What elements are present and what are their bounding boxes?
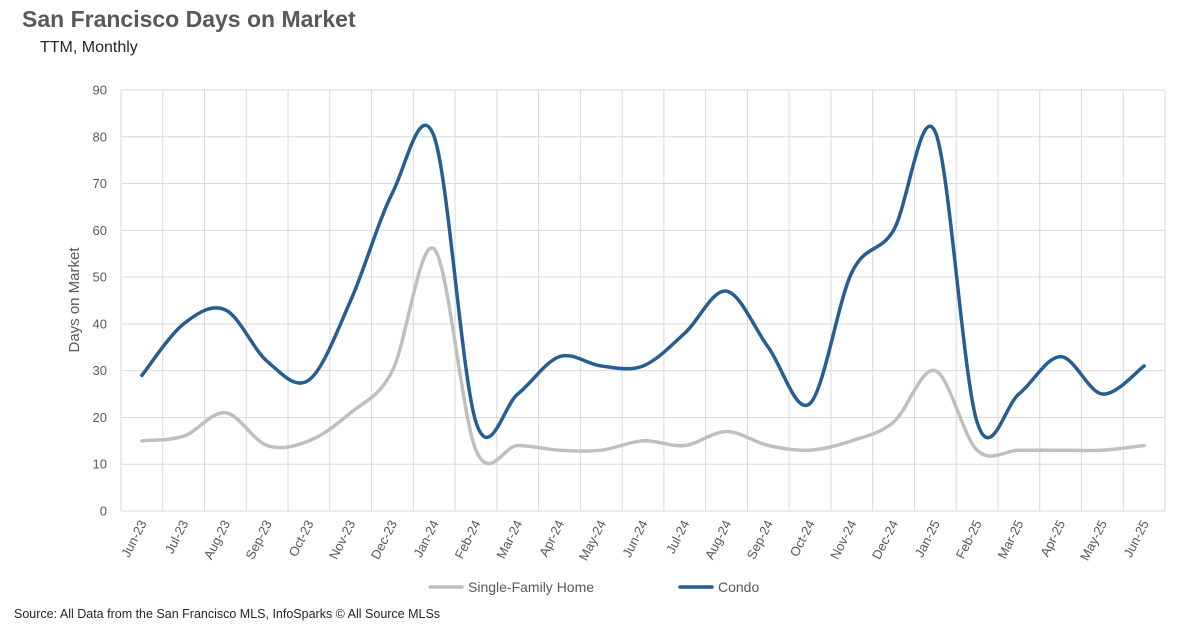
x-tick-label: Oct-24 bbox=[787, 518, 818, 560]
x-tick-label: May-24 bbox=[576, 518, 609, 563]
x-tick-label: Apr-24 bbox=[536, 518, 567, 560]
x-tick-label: Apr-25 bbox=[1037, 518, 1068, 560]
x-tick-label: Sep-24 bbox=[744, 518, 776, 562]
x-tick-label: Jun-25 bbox=[1120, 518, 1151, 560]
legend-label: Single-Family Home bbox=[468, 579, 594, 595]
y-tick-label: 30 bbox=[93, 363, 107, 378]
chart-subtitle: TTM, Monthly bbox=[40, 39, 138, 56]
y-axis-title: Days on Market bbox=[66, 247, 83, 353]
series-line-single-family-home bbox=[140, 246, 1146, 466]
x-tick-label: Jan-25 bbox=[912, 518, 943, 560]
x-tick-label: Feb-24 bbox=[452, 518, 484, 562]
y-tick-label: 60 bbox=[93, 223, 107, 238]
x-tick-label: Jan-24 bbox=[410, 518, 441, 560]
x-tick-label: Dec-23 bbox=[368, 518, 400, 562]
x-tick-label: Jul-24 bbox=[663, 518, 692, 556]
line-chart: 0 10 20 30 40 50 60 70 80 90 Jun-23 Jul-23 Aug-23 Se… bbox=[66, 83, 1166, 595]
series-lines bbox=[140, 123, 1146, 466]
x-tick-label: Mar-25 bbox=[994, 518, 1026, 562]
x-tick-label: Feb-25 bbox=[953, 518, 985, 562]
x-tick-label: Dec-24 bbox=[869, 518, 901, 562]
y-tick-label: 40 bbox=[93, 316, 107, 331]
x-tick-label: Jun-23 bbox=[118, 518, 149, 560]
gridlines bbox=[120, 89, 1166, 512]
y-tick-label: 10 bbox=[93, 457, 107, 472]
series-line-condo bbox=[140, 123, 1146, 440]
y-tick-label: 80 bbox=[93, 129, 107, 144]
x-axis-ticks: Jun-23 Jul-23 Aug-23 Sep-23 Oct-23 Nov-23 Dec-… bbox=[118, 518, 1152, 563]
legend-label: Condo bbox=[718, 579, 759, 595]
x-tick-label: Oct-23 bbox=[286, 518, 317, 560]
x-tick-label: May-25 bbox=[1077, 518, 1110, 563]
y-tick-label: 90 bbox=[93, 83, 107, 98]
y-tick-label: 70 bbox=[93, 176, 107, 191]
y-tick-label: 20 bbox=[93, 410, 107, 425]
y-tick-label: 0 bbox=[100, 504, 107, 519]
x-tick-label: Jul-23 bbox=[162, 518, 191, 556]
chart-title: San Francisco Days on Market bbox=[22, 6, 356, 32]
y-axis-ticks: 0 10 20 30 40 50 60 70 80 90 bbox=[93, 83, 107, 519]
x-tick-label: Jun-24 bbox=[619, 518, 650, 560]
x-tick-label: Aug-23 bbox=[201, 518, 233, 562]
x-tick-label: Nov-24 bbox=[827, 518, 859, 562]
x-tick-label: Nov-23 bbox=[326, 518, 358, 562]
source-note: Source: All Data from the San Francisco … bbox=[14, 607, 441, 621]
x-tick-label: Aug-24 bbox=[702, 518, 734, 562]
legend: Single-Family Home Condo bbox=[428, 579, 759, 595]
y-tick-label: 50 bbox=[93, 270, 107, 285]
x-tick-label: Mar-24 bbox=[493, 518, 525, 562]
x-tick-label: Sep-23 bbox=[242, 518, 274, 562]
